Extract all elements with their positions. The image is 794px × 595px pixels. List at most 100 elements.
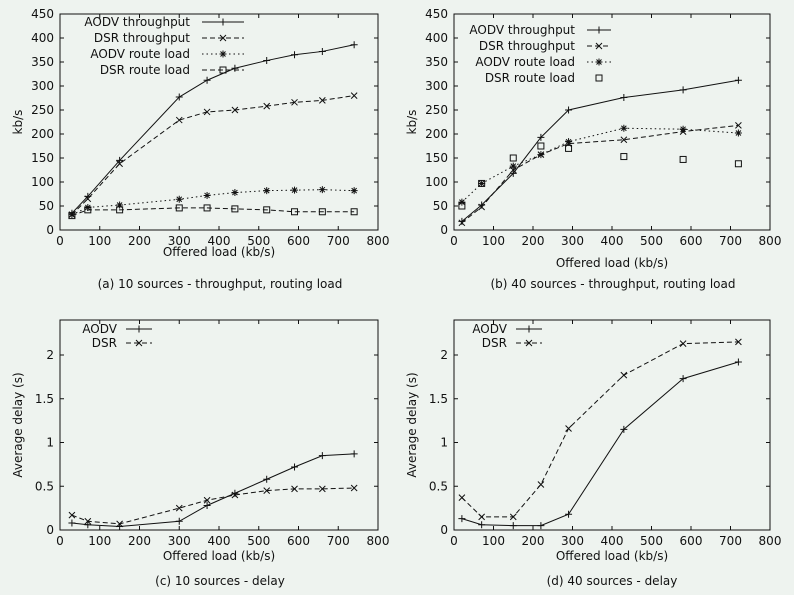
- y-tick-label: 1: [46, 436, 54, 450]
- data-point: [203, 502, 211, 509]
- x-tick-label: 300: [168, 534, 191, 548]
- x-tick-label: 800: [367, 534, 390, 548]
- x-tick-label: 400: [208, 234, 231, 248]
- series-line: [71, 453, 355, 528]
- data-point: [478, 179, 486, 187]
- data-point: [175, 195, 183, 203]
- x-tick-label: 0: [450, 234, 458, 248]
- data-point: [263, 475, 271, 483]
- x-tick-label: 100: [88, 534, 111, 548]
- data-point: [734, 160, 742, 168]
- data-point: [318, 47, 326, 55]
- legend-label: DSR: [92, 336, 117, 350]
- data-point: [509, 522, 517, 530]
- series-dsr: [458, 338, 742, 521]
- x-tick-label: 400: [208, 534, 231, 548]
- series-dsr-route-load: [458, 142, 742, 210]
- y-tick-label: 100: [31, 175, 54, 189]
- x-tick-label: 500: [640, 534, 663, 548]
- data-point: [84, 206, 92, 214]
- data-point: [679, 86, 687, 94]
- chart-c: 0 100 200 300 400 500 600 700 800 0 0.5 1 1.5 2 Offere…: [11, 319, 390, 588]
- data-point: [231, 189, 239, 197]
- data-point: [458, 515, 466, 523]
- data-point: [203, 191, 211, 199]
- data-point: [175, 116, 183, 124]
- data-point: [458, 198, 466, 206]
- legend-marker: [219, 34, 227, 42]
- data-point: [84, 517, 92, 525]
- data-point: [318, 186, 326, 194]
- x-tick-label: 700: [719, 234, 742, 248]
- data-point: [318, 452, 326, 460]
- y-tick-label: 250: [425, 103, 448, 117]
- data-point: [735, 122, 742, 129]
- series-line: [71, 487, 355, 525]
- data-point: [263, 187, 271, 195]
- y-tick-label: 0: [440, 223, 448, 237]
- y-tick-label: 350: [425, 55, 448, 69]
- x-tick-label: 800: [367, 234, 390, 248]
- data-point: [175, 504, 183, 512]
- y-tick-label: 1.5: [429, 392, 448, 406]
- data-point: [478, 179, 486, 187]
- data-point: [478, 513, 486, 521]
- data-point: [231, 205, 239, 213]
- x-axis-label: Offered load (kb/s): [556, 256, 668, 270]
- data-point: [175, 517, 183, 525]
- data-point: [84, 195, 92, 203]
- x-tick-label: 300: [561, 234, 584, 248]
- data-point: [565, 510, 573, 518]
- series-line: [461, 127, 739, 203]
- x-tick-label: 500: [247, 234, 270, 248]
- series-line: [461, 79, 739, 222]
- x-tick-label: 700: [327, 234, 350, 248]
- data-point: [565, 106, 573, 114]
- legend-marker: [595, 26, 603, 34]
- data-point: [735, 338, 742, 346]
- data-point: [679, 155, 687, 163]
- chart-caption: (a) 10 sources - throughput, routing loa…: [98, 277, 343, 291]
- x-tick-label: 200: [128, 234, 151, 248]
- chart-caption: (b) 40 sources - throughput, routing loa…: [491, 277, 736, 291]
- x-tick-label: 0: [56, 534, 64, 548]
- series-line: [71, 95, 355, 215]
- legend-label: AODV route load: [90, 47, 190, 61]
- data-point: [203, 204, 211, 212]
- data-point: [84, 521, 92, 529]
- y-tick-label: 400: [425, 31, 448, 45]
- series-line: [461, 361, 739, 527]
- data-point: [263, 487, 271, 494]
- data-point: [458, 494, 466, 501]
- y-tick-label: 50: [39, 199, 54, 213]
- y-tick-label: 50: [433, 199, 448, 213]
- x-tick-label: 100: [88, 234, 111, 248]
- data-point: [68, 211, 76, 219]
- data-point: [478, 203, 486, 211]
- data-point: [537, 151, 545, 159]
- data-point: [175, 204, 183, 212]
- y-tick-label: 0: [46, 223, 54, 237]
- series-line: [461, 124, 739, 224]
- series-line: [461, 341, 739, 518]
- data-point: [565, 138, 573, 146]
- x-tick-label: 400: [601, 534, 624, 548]
- data-point: [68, 519, 76, 527]
- legend-marker: [525, 339, 533, 347]
- data-point: [350, 187, 358, 195]
- legend-marker: [219, 50, 227, 58]
- data-point: [203, 496, 211, 504]
- y-tick-label: 2: [46, 348, 54, 362]
- y-tick-label: 1.5: [35, 392, 54, 406]
- x-axis-label: Offered load (kb/s): [163, 245, 275, 259]
- y-tick-label: 0.5: [429, 479, 448, 493]
- x-axis-label: Offered load (kb/s): [556, 549, 668, 563]
- series-aodv-route-load: [458, 124, 742, 206]
- legend-label: AODV throughput: [84, 15, 190, 29]
- y-tick-label: 150: [31, 151, 54, 165]
- x-tick-label: 800: [759, 234, 782, 248]
- legend-marker: [219, 18, 227, 26]
- legend-marker: [525, 325, 533, 333]
- data-point: [263, 102, 271, 110]
